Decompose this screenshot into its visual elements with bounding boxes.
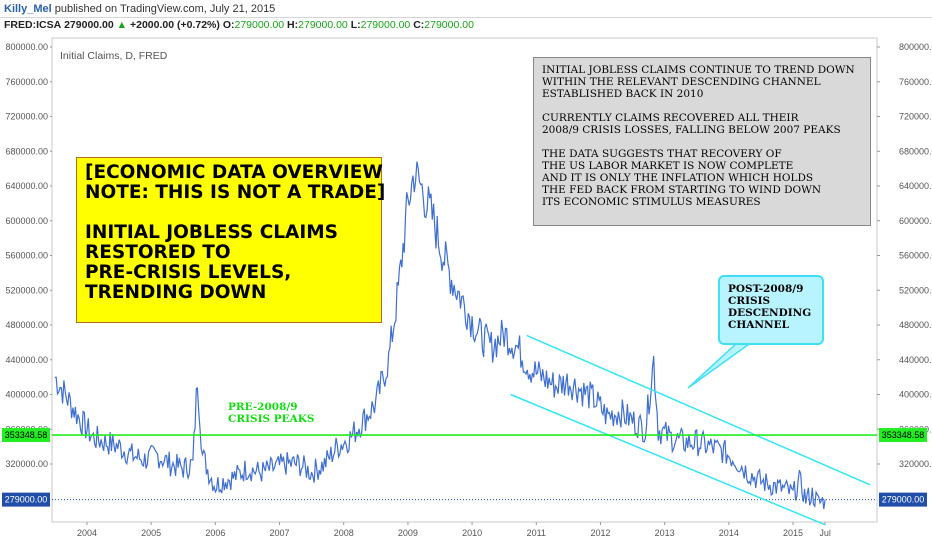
- publish-text: published on TradingView.com, July 21, 2…: [54, 3, 276, 15]
- callout-line-2: CRISIS: [728, 295, 771, 307]
- callout-line-4: CHANNEL: [728, 319, 790, 331]
- peak-level-badge-left: [2, 428, 50, 443]
- y-tick-label-right: 680000.00: [899, 146, 932, 156]
- peaks-label: PRE-2008/9 CRISIS PEAKS: [228, 401, 314, 425]
- analysis-line-1: INITIAL JOBLESS CLAIMS CONTINUE TO TREND…: [542, 64, 855, 76]
- overview-line-4: RESTORED TO: [85, 242, 231, 263]
- peak-level-badge-right: [879, 428, 927, 443]
- x-tick-label: 2005: [141, 528, 161, 538]
- y-tick-label-left: 720000.00: [5, 112, 48, 122]
- symbol[interactable]: FRED:ICSA: [4, 19, 62, 31]
- overview-line-3: INITIAL JOBLESS CLAIMS: [85, 222, 338, 243]
- x-tick-label: 2011: [527, 528, 546, 538]
- y-tick-label-right: 440000.00: [899, 355, 932, 365]
- analysis-line-3: ESTABLISHED BACK IN 2010: [542, 88, 704, 100]
- y-tick-label-left: 560000.00: [5, 251, 48, 261]
- y-tick-label-left: 400000.00: [5, 390, 48, 400]
- analysis-line-8: AND IT IS ONLY THE INFLATION WHICH HOLDS: [542, 172, 814, 184]
- analysis-note: INITIAL JOBLESS CLAIMS CONTINUE TO TREND…: [533, 57, 871, 226]
- channel-callout: POST-2008/9 CRISIS DESCENDING CHANNEL: [718, 275, 824, 345]
- y-tick-label-right: 400000.00: [899, 390, 932, 400]
- peak-level-label-left: 353348.58: [5, 430, 48, 440]
- c-label: C:: [413, 19, 425, 31]
- peaks-line-2: CRISIS PEAKS: [228, 413, 315, 425]
- callout-line-1: POST-2008/9: [728, 283, 804, 295]
- overview-line-1: [ECONOMIC DATA OVERVIEW: [85, 162, 383, 183]
- up-arrow-icon: ▲: [116, 19, 128, 31]
- y-tick-label-left: 640000.00: [5, 181, 48, 191]
- x-tick-label: 2010: [462, 528, 482, 538]
- y-tick-label-left: 800000.00: [5, 42, 48, 52]
- callout-line-3: DESCENDING: [728, 307, 812, 319]
- x-tick-label: 2009: [398, 528, 418, 538]
- o-label: O:: [222, 19, 235, 31]
- peaks-line-1: PRE-2008/9: [228, 401, 298, 413]
- change: +2000.00 (+0.72%): [129, 19, 220, 31]
- analysis-line-9: THE FED BACK FROM STARTING TO WIND DOWN: [542, 184, 822, 196]
- overview-note: [ECONOMIC DATA OVERVIEW NOTE: THIS IS NOT…: [76, 157, 386, 323]
- y-tick-label-right: 720000.00: [899, 112, 932, 122]
- y-tick-label-right: 600000.00: [899, 216, 932, 226]
- c-value: 279000.00: [424, 19, 474, 31]
- x-tick-label: 2014: [719, 528, 739, 538]
- analysis-line-7: THE US LABOR MARKET IS NOW COMPLETE: [542, 160, 794, 172]
- analysis-line-5: 2008/9 CRISIS LOSSES, FALLING BELOW 2007…: [542, 124, 841, 136]
- analysis-line-2: WITHIN THE RELEVANT DESCENDING CHANNEL: [542, 76, 821, 88]
- x-tick-label: 2015: [783, 528, 803, 538]
- last-price: 279000.00: [64, 19, 114, 31]
- channel-upper-line: [526, 334, 871, 486]
- header-divider: [0, 17, 932, 18]
- h-label: H:: [287, 19, 299, 31]
- x-tick-label: 2012: [590, 528, 610, 538]
- last-price-label-left: 279000.00: [5, 495, 48, 505]
- analysis-line-6: THE DATA SUGGESTS THAT RECOVERY OF: [542, 148, 782, 160]
- claims-series-line: [54, 161, 826, 510]
- y-tick-label-left: 760000.00: [5, 77, 48, 87]
- overview-line-6: TRENDING DOWN: [85, 282, 267, 303]
- x-tick-label: 2013: [655, 528, 675, 538]
- last-price-badge-left: [2, 492, 50, 507]
- overview-line-2: NOTE: THIS IS NOT A TRADE]: [85, 182, 386, 203]
- symbol-bar: FRED:ICSA 279000.00 ▲ +2000.00 (+0.72%) …: [4, 19, 474, 31]
- l-label: L:: [350, 19, 361, 31]
- channel-lower-line: [510, 393, 826, 526]
- plot-frame: [51, 37, 878, 523]
- x-tick-label: 2007: [270, 528, 290, 538]
- y-tick-label-right: 800000.00: [899, 42, 932, 52]
- y-tick-label-left: 600000.00: [5, 216, 48, 226]
- last-price-label-right: 279000.00: [882, 495, 925, 505]
- y-tick-label-right: 640000.00: [899, 181, 932, 191]
- chart-title: Initial Claims, D, FRED: [60, 50, 168, 62]
- analysis-line-4: CURRENTLY CLAIMS RECOVERED ALL THEIR: [542, 112, 799, 124]
- x-tick-label: 2006: [205, 528, 225, 538]
- callout-pointer: [687, 341, 755, 389]
- author-link[interactable]: Killy_Mel: [4, 3, 52, 15]
- o-value: 279000.00: [234, 19, 285, 31]
- y-tick-label-right: 760000.00: [899, 77, 932, 87]
- y-tick-label-left: 320000.00: [5, 459, 48, 469]
- y-tick-label-right: 480000.00: [899, 320, 932, 330]
- y-tick-label-left: 440000.00: [5, 355, 48, 365]
- y-tick-label-left: 680000.00: [5, 146, 48, 156]
- publish-info: Killy_Mel published on TradingView.com, …: [4, 3, 275, 15]
- last-price-badge-right: [879, 492, 927, 507]
- analysis-line-10: ITS ECONOMIC STIMULUS MEASURES: [542, 196, 761, 208]
- y-tick-label-left: 520000.00: [5, 285, 48, 295]
- h-value: 279000.00: [298, 19, 348, 31]
- y-tick-label-left: 480000.00: [5, 320, 48, 330]
- overview-line-5: PRE-CRISIS LEVELS,: [85, 262, 292, 283]
- l-value: 279000.00: [360, 19, 411, 31]
- x-tick-label: 2008: [334, 528, 354, 538]
- x-tick-label: 2004: [77, 528, 97, 538]
- y-tick-label-right: 520000.00: [899, 285, 932, 295]
- y-tick-label-right: 320000.00: [899, 459, 932, 469]
- peak-level-label-right: 353348.58: [882, 430, 925, 440]
- y-tick-label-right: 560000.00: [899, 251, 932, 261]
- x-tick-label: Jul: [819, 528, 831, 538]
